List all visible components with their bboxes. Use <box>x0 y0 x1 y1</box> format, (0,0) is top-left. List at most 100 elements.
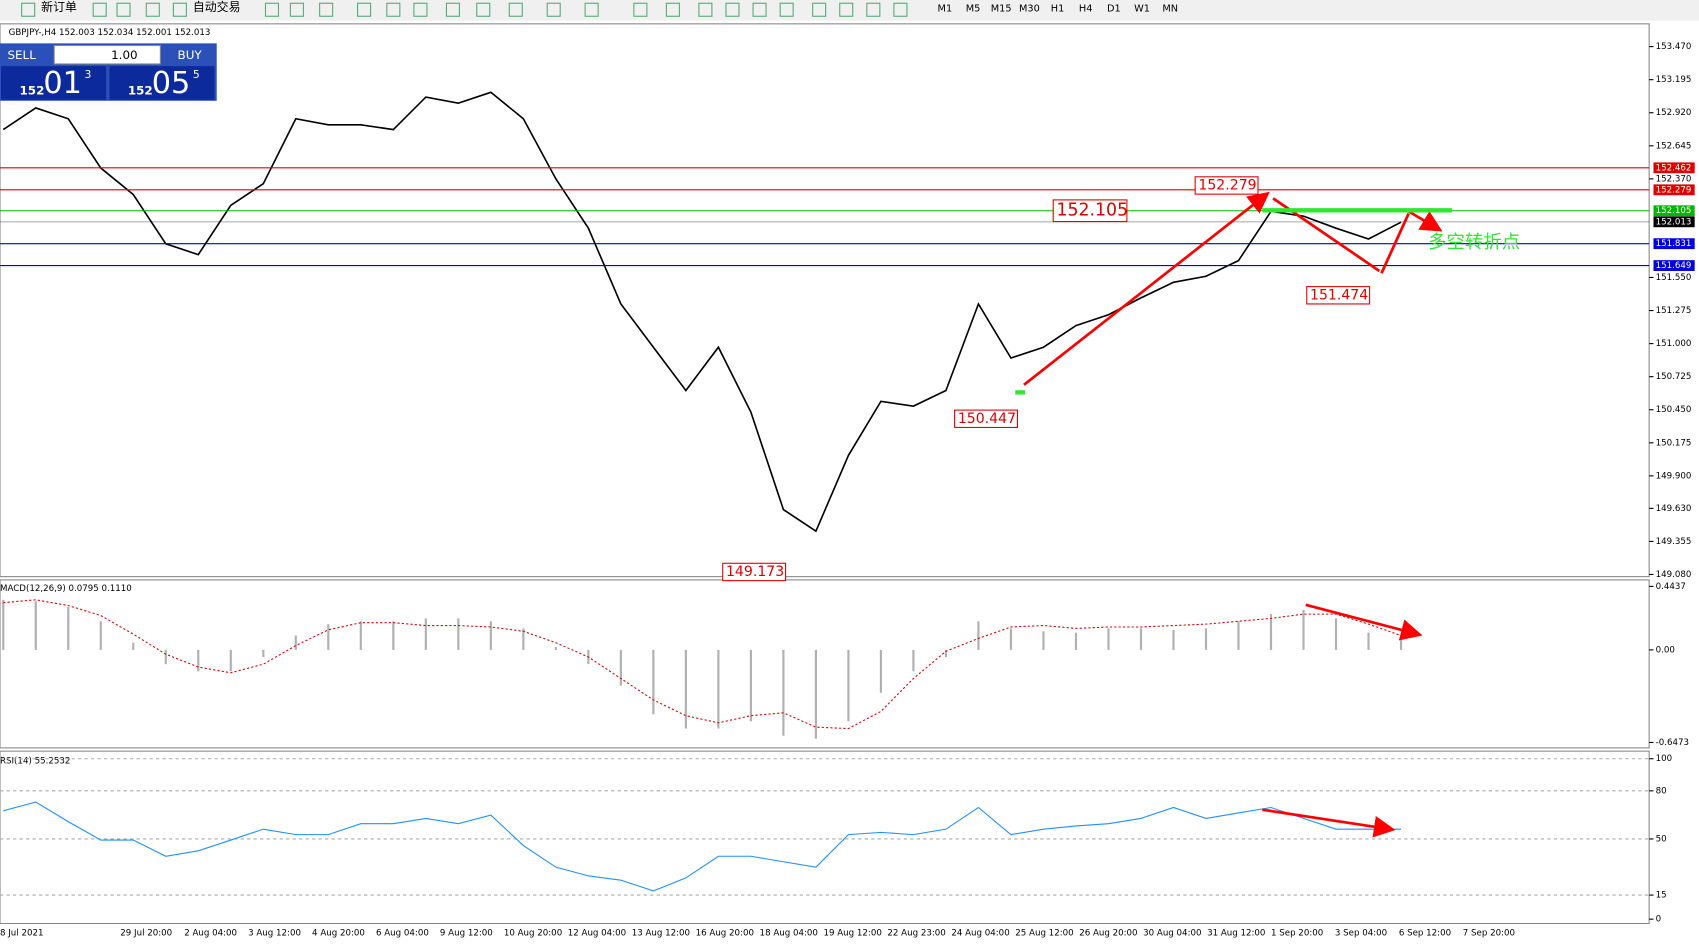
x-tick-label: 24 Aug 04:00 <box>951 929 1009 939</box>
level-label: 151.831 <box>1656 239 1692 249</box>
price-big: 152 <box>128 84 153 98</box>
timeframe-button[interactable]: W1 <box>1134 4 1150 15</box>
price-label: 151.474 <box>1310 287 1368 303</box>
level-label: 152.013 <box>1656 217 1692 227</box>
toolbar-icon[interactable] <box>92 2 107 17</box>
arrow <box>1023 191 1270 386</box>
toolbar-icon[interactable] <box>172 2 187 17</box>
toolbar-icon[interactable] <box>779 2 794 17</box>
x-tick-label: 13 Aug 12:00 <box>632 929 690 939</box>
timeframe-button[interactable]: H1 <box>1051 4 1065 15</box>
x-tick-label: 30 Aug 04:00 <box>1143 929 1201 939</box>
price-label-box <box>1052 199 1128 223</box>
toolbar-icon[interactable] <box>264 2 280 17</box>
toolbar-icon[interactable] <box>413 2 428 17</box>
level-label: 152.279 <box>1656 185 1692 195</box>
sell-button[interactable] <box>2 45 53 64</box>
x-tick-label: 26 Aug 20:00 <box>1079 929 1137 939</box>
toolbar-icon[interactable] <box>698 2 713 17</box>
price-point: 5 <box>193 68 200 81</box>
y-tick-label: 150.450 <box>1656 405 1692 415</box>
toolbar-icon[interactable] <box>319 2 334 17</box>
toolbar-button[interactable]: 自动交易 <box>193 0 241 14</box>
x-tick-label: 16 Aug 20:00 <box>696 929 754 939</box>
y-tick-label: 152.920 <box>1656 108 1692 118</box>
toolbar-icon[interactable] <box>893 2 908 17</box>
timeframe-button[interactable]: MN <box>1162 4 1178 15</box>
timeframe-button[interactable]: M5 <box>966 4 981 15</box>
arrow <box>1305 603 1423 641</box>
y-tick-label: 0 <box>1656 915 1662 925</box>
level-label: 152.105 <box>1656 206 1692 216</box>
toolbar-icon[interactable] <box>445 2 460 17</box>
macd-pane <box>0 579 1650 749</box>
rsi-pane <box>0 750 1650 925</box>
y-tick-label: 15 <box>1656 891 1667 901</box>
toolbar-icon[interactable] <box>839 2 854 17</box>
toolbar-icon[interactable] <box>752 2 767 17</box>
main-pane <box>0 23 1650 578</box>
toolbar-button[interactable]: 新订单 <box>41 0 77 14</box>
x-tick-label: 19 Aug 12:00 <box>823 929 881 939</box>
toolbar-icon[interactable] <box>665 2 680 17</box>
y-tick-label: 153.470 <box>1656 42 1692 52</box>
x-tick-label: 6 Sep 12:00 <box>1399 929 1451 939</box>
arrow <box>1380 212 1410 274</box>
x-tick-label: 3 Aug 12:00 <box>248 929 301 939</box>
toolbar-icon[interactable] <box>633 2 648 17</box>
toolbar-icon[interactable] <box>386 2 401 17</box>
price-label: 150.447 <box>958 411 1016 427</box>
level-label-bg <box>1653 216 1695 228</box>
toolbar <box>0 0 1699 21</box>
y-tick-label: -0.6473 <box>1656 738 1689 748</box>
toolbar-icon[interactable] <box>508 2 523 17</box>
price-label: 149.173 <box>726 564 784 580</box>
toolbar-icon[interactable] <box>116 2 131 17</box>
toolbar-icon[interactable] <box>812 2 827 17</box>
x-tick-label: 12 Aug 04:00 <box>568 929 626 939</box>
toolbar-icon[interactable] <box>145 2 160 17</box>
toolbar-icon[interactable] <box>21 2 36 17</box>
price-pips: 01 <box>43 66 82 101</box>
price-label: 152.279 <box>1198 177 1256 193</box>
buy-label[interactable]: BUY <box>178 48 203 62</box>
arrow <box>1262 808 1396 838</box>
y-tick-label: 149.080 <box>1656 570 1692 580</box>
toolbar-icon[interactable] <box>866 2 881 17</box>
timeframe-button[interactable]: M15 <box>991 4 1012 15</box>
timeframe-button[interactable]: M30 <box>1019 4 1040 15</box>
toolbar-icon[interactable] <box>546 2 561 17</box>
x-tick-label: 9 Aug 12:00 <box>440 929 493 939</box>
price-box[interactable] <box>1 66 107 100</box>
x-tick-label: 18 Aug 04:00 <box>760 929 818 939</box>
level-label: 151.649 <box>1656 261 1692 271</box>
toolbar-icon[interactable] <box>357 2 372 17</box>
y-tick-label: 151.000 <box>1656 339 1692 349</box>
timeframe-button[interactable]: D1 <box>1107 4 1121 15</box>
toolbar-icon[interactable] <box>476 2 491 17</box>
sell-label: SELL <box>7 48 36 62</box>
toolbar-icon[interactable] <box>289 2 304 17</box>
x-tick-label: 8 Jul 2021 <box>0 929 43 939</box>
volume-field[interactable] <box>53 44 161 65</box>
price-line <box>2 91 1402 533</box>
y-tick-label: 151.550 <box>1656 273 1692 283</box>
level-label-bg <box>1653 205 1695 217</box>
y-tick-label: 150.725 <box>1656 372 1692 382</box>
y-tick-label: 149.900 <box>1656 471 1692 481</box>
level-label: 152.462 <box>1656 163 1692 173</box>
x-tick-label: 1 Sep 20:00 <box>1271 929 1323 939</box>
timeframe-button[interactable]: M1 <box>938 4 953 15</box>
toolbar-icon[interactable] <box>584 2 599 17</box>
toolbar-icon[interactable] <box>725 2 740 17</box>
price-box[interactable] <box>109 66 215 100</box>
y-tick-label: 50 <box>1656 834 1667 844</box>
level-label-bg <box>1653 162 1695 174</box>
timeframe-button[interactable]: H4 <box>1079 4 1093 15</box>
price-label-box <box>1194 176 1259 195</box>
symbol-info: GBPJPY-,H4 152.003 152.034 152.001 152.0… <box>9 28 211 38</box>
y-tick-label: 150.175 <box>1656 438 1692 448</box>
